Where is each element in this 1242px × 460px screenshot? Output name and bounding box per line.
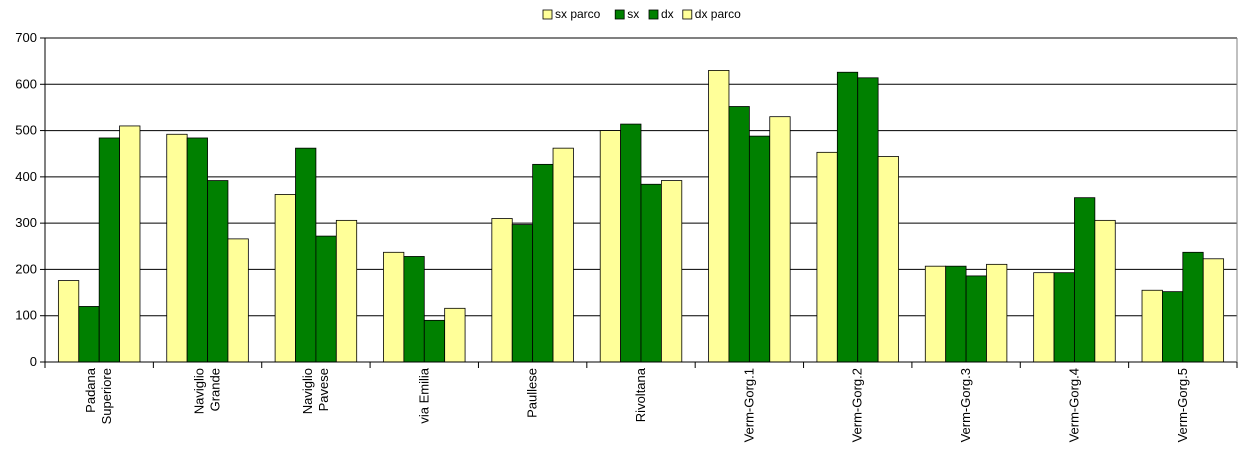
bar — [836, 71, 859, 363]
bars — [57, 70, 1225, 363]
legend-label: sx — [627, 7, 639, 21]
bar — [403, 256, 425, 363]
x-category-label: Paullese — [525, 368, 540, 418]
bar — [748, 135, 771, 363]
bar — [119, 125, 141, 363]
legend-label: sx parco — [555, 7, 601, 21]
bar — [57, 280, 80, 363]
y-axis-ticks: 0 100 200 300 400 500 600 700 — [15, 30, 45, 369]
y-tick-label: 400 — [15, 169, 37, 184]
x-category-label: Naviglio — [300, 368, 315, 414]
bar — [532, 163, 554, 363]
x-category-label: Superiore — [99, 368, 114, 424]
bar — [816, 151, 838, 363]
bar — [661, 180, 683, 363]
x-category-label: Verm-Gorg.3 — [958, 368, 973, 442]
bar — [1053, 272, 1075, 363]
legend-swatch — [542, 9, 553, 20]
x-category-label: Pavese — [316, 368, 331, 411]
bar — [1033, 272, 1055, 363]
legend-label: dx parco — [695, 7, 741, 21]
y-tick-label: 700 — [15, 30, 37, 45]
bar — [166, 133, 188, 363]
bar — [274, 194, 296, 363]
bar — [227, 238, 249, 363]
bar — [620, 123, 642, 363]
legend-label: dx — [661, 7, 674, 21]
x-category-label: Padana — [83, 367, 98, 413]
bar — [877, 156, 899, 363]
x-axis-labels: Padana Superiore Naviglio Grande Naviglio Pav… — [83, 367, 1190, 442]
bar — [965, 275, 987, 363]
bar — [728, 106, 750, 363]
axes — [44, 38, 1238, 368]
bar — [640, 183, 662, 363]
y-tick-label: 0 — [30, 354, 37, 369]
bar — [511, 224, 534, 363]
bar — [98, 137, 120, 363]
bar — [315, 235, 337, 363]
bar — [1162, 291, 1184, 363]
x-category-label: Naviglio — [192, 368, 207, 414]
bar — [986, 263, 1008, 363]
bar — [945, 265, 967, 363]
bar — [491, 218, 513, 363]
bar — [335, 219, 358, 363]
legend: sx parco sx dx dx parco — [542, 7, 741, 21]
y-tick-label: 200 — [15, 261, 37, 276]
bar — [1182, 251, 1204, 363]
bar — [186, 137, 208, 363]
bar — [1094, 219, 1116, 363]
bar — [599, 130, 622, 363]
x-category-label: Grande — [208, 368, 223, 411]
bar — [383, 251, 405, 363]
bar — [1202, 258, 1225, 363]
legend-swatch — [648, 9, 659, 20]
bar — [207, 180, 229, 363]
x-category-label: Rivoltana — [633, 367, 648, 422]
y-tick-label: 300 — [15, 215, 37, 230]
legend-swatch — [682, 9, 693, 20]
bar — [1141, 289, 1163, 363]
bar — [708, 70, 730, 363]
y-tick-label: 600 — [15, 76, 37, 91]
x-category-label: Verm-Gorg.5 — [1175, 368, 1190, 442]
bar — [1074, 197, 1096, 363]
bar — [552, 147, 574, 363]
x-category-label: Verm-Gorg.4 — [1066, 368, 1081, 442]
bar — [857, 77, 879, 363]
x-category-label: Verm-Gorg.2 — [850, 368, 865, 442]
legend-swatch — [614, 9, 625, 20]
y-tick-label: 500 — [15, 123, 37, 138]
bar — [423, 319, 446, 363]
y-tick-label: 100 — [15, 308, 37, 323]
bar — [78, 306, 100, 363]
bar — [444, 307, 466, 363]
x-category-label: Verm-Gorg.1 — [741, 368, 756, 442]
x-category-label: via Emilia — [416, 367, 431, 423]
bar — [295, 147, 317, 363]
bar — [769, 116, 791, 363]
bar — [924, 265, 947, 363]
